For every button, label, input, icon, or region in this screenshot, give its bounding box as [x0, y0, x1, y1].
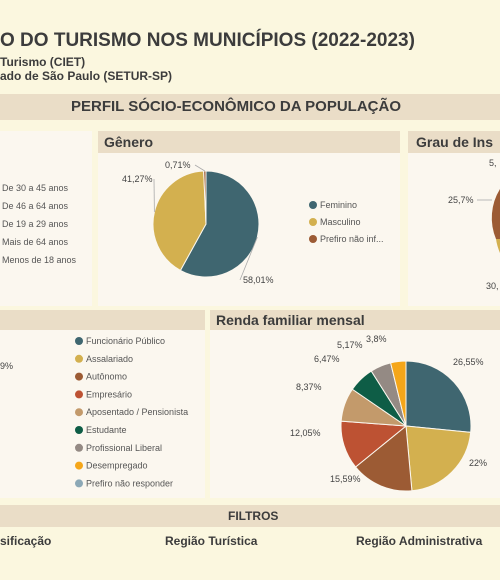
income-legend-marker-0 [75, 337, 83, 345]
gender-header [98, 131, 400, 153]
section-title: PERFIL SÓCIO-ECONÔMICO DA POPULAÇÃO [71, 98, 402, 115]
gender-legend-marker-0 [309, 201, 317, 209]
gender-legend-2: Prefiro não inf... [320, 234, 384, 244]
education-header [408, 131, 500, 153]
income-legend-8: Prefiro não responder [86, 478, 173, 488]
page-title: O DO TURISMO NOS MUNICÍPIOS (2022-2023) [0, 30, 415, 51]
gender-title: Gênero [104, 134, 154, 150]
education-label-2: 25,7% [448, 195, 474, 205]
gender-legend-0: Feminino [320, 200, 357, 210]
education-slice-rust [491, 189, 500, 239]
income-title: Renda familiar mensal [216, 312, 365, 328]
income-legend-1: Assalariado [86, 354, 133, 364]
income-label-1: 22% [469, 458, 487, 468]
age-legend-4: Menos de 18 anos [2, 255, 77, 265]
income-header [210, 310, 500, 330]
filter-admin-region[interactable]: Região Administrativa [356, 534, 483, 548]
source-line-2: ado de São Paulo (SETUR-SP) [0, 69, 173, 83]
age-panel: De 30 a 45 anos De 46 a 64 anos De 19 a 29… [0, 131, 92, 306]
gender-label-2: 0,71% [165, 160, 191, 170]
gender-legend-marker-2 [309, 235, 317, 243]
education-label-1: 5, [489, 158, 497, 168]
age-legend-1: De 46 a 64 anos [2, 201, 69, 211]
income-legend-7: Desempregado [86, 461, 148, 471]
gender-label-1: 41,27% [122, 174, 153, 184]
filters-banner: FILTROS [0, 505, 500, 527]
gender-slice-1 [152, 170, 207, 272]
filter-classification[interactable]: sificação [0, 534, 52, 548]
income-legend-0: Funcionário Público [86, 336, 165, 346]
occupation-panel: 9% Funcionário Público Assalariado Autônom… [0, 310, 205, 498]
occupation-legend: Funcionário Público Assalariado Autônomo Em… [75, 336, 188, 488]
income-slice-0 [405, 360, 472, 433]
income-legend-6: Profissional Liberal [86, 443, 162, 453]
income-label-5: 6,47% [314, 354, 340, 364]
gender-panel: Gênero 58,01% 41,27% 0,71% Feminino Masculin… [98, 131, 400, 306]
education-panel: Grau de Ins 5, 25,7% 30, [408, 131, 500, 306]
section-banner: PERFIL SÓCIO-ECONÔMICO DA POPULAÇÃO [0, 94, 500, 120]
gender-chart: 58,01% 41,27% 0,71% Feminino Masculino Prefir… [122, 160, 384, 285]
income-legend-2: Autônomo [86, 372, 127, 382]
income-slice-1 [405, 425, 472, 492]
gender-legend-marker-1 [309, 218, 317, 226]
income-label-3: 12,05% [290, 428, 321, 438]
income-legend-marker-4 [75, 408, 83, 417]
income-label-0: 26,55% [453, 357, 484, 367]
income-label-4: 8,37% [296, 382, 322, 392]
income-label-6: 5,17% [337, 340, 363, 350]
income-panel: Renda familiar mensal 26,55% 22% 15,59% 12,… [210, 310, 500, 498]
occupation-left-label: 9% [0, 361, 14, 371]
gender-legend-1: Masculino [320, 217, 361, 227]
age-legend-0: De 30 a 45 anos [2, 183, 69, 193]
income-legend-marker-1 [75, 354, 83, 363]
age-legend: De 30 a 45 anos De 46 a 64 anos De 19 a 29… [2, 183, 77, 265]
income-legend-marker-7 [75, 461, 83, 470]
source-line-1: Turismo (CIET) [0, 55, 86, 69]
filter-tourist-region[interactable]: Região Turística [165, 534, 258, 548]
income-slice-7 [390, 360, 407, 427]
education-slice-gold [496, 239, 500, 253]
education-title: Grau de Ins [416, 134, 494, 150]
income-legend-marker-8 [75, 479, 83, 488]
income-chart: 26,55% 22% 15,59% 12,05% 8,37% 6,47% 5,17%3,8% [290, 334, 487, 492]
age-legend-3: Mais de 64 anos [2, 237, 69, 247]
education-chart: 5, 25,7% 30, [448, 158, 500, 291]
income-label-7: 3,8% [366, 334, 387, 344]
filters-title: FILTROS [228, 509, 279, 523]
income-legend-4: Aposentado / Pensionista [86, 407, 188, 417]
income-legend-marker-5 [75, 426, 83, 434]
income-slice-2 [354, 425, 413, 492]
age-legend-2: De 19 a 29 anos [2, 219, 69, 229]
gender-label-0: 58,01% [243, 275, 274, 285]
income-legend-marker-2 [75, 372, 83, 381]
income-legend-marker-3 [75, 390, 83, 399]
income-legend-3: Empresário [86, 389, 132, 399]
income-legend-5: Estudante [86, 425, 127, 435]
income-label-2: 15,59% [330, 474, 361, 484]
income-legend-marker-6 [75, 443, 83, 452]
occupation-header [0, 310, 205, 330]
education-label-3: 30, [486, 281, 499, 291]
